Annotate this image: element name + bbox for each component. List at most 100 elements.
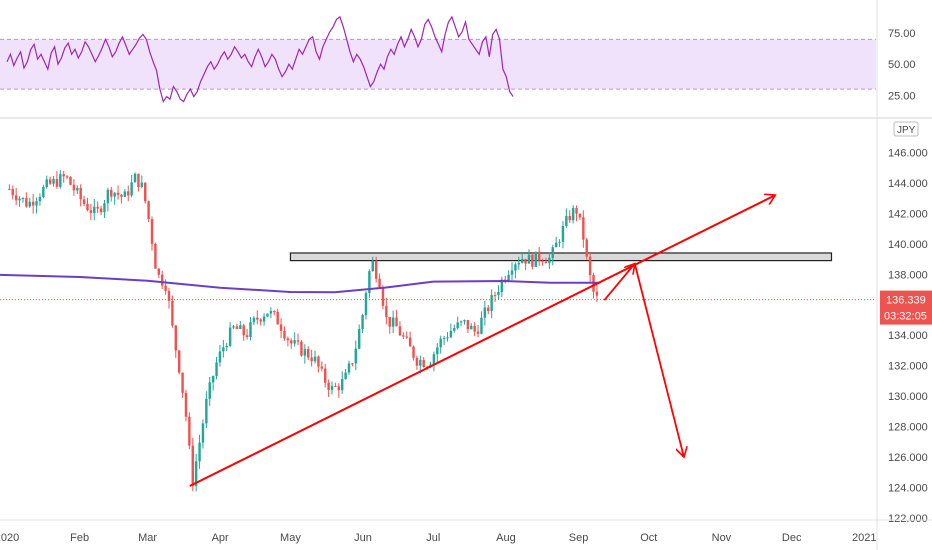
- candle-body: [110, 189, 113, 197]
- candle-body: [269, 311, 273, 314]
- candle-body: [215, 362, 218, 377]
- candle-body: [524, 259, 527, 264]
- candle-body: [143, 182, 147, 202]
- candle-body: [408, 337, 412, 347]
- time-tick-label: 2021: [852, 532, 876, 544]
- price-tick-label: 146.000: [888, 147, 928, 159]
- candle-body: [531, 254, 534, 267]
- candle-body: [419, 360, 422, 366]
- candle-body: [446, 337, 449, 339]
- trendline-arrow: [189, 195, 776, 487]
- candle-body: [391, 317, 395, 327]
- candle-body: [520, 259, 524, 263]
- candle-body: [588, 256, 592, 276]
- candle-body: [283, 330, 286, 339]
- candle-body: [256, 317, 259, 320]
- candle-body: [351, 363, 354, 365]
- candle-body: [310, 357, 313, 362]
- candle-body: [459, 321, 463, 323]
- candle-body: [541, 260, 544, 262]
- candle-body: [160, 274, 164, 286]
- candle-body: [239, 325, 242, 329]
- candle-body: [595, 291, 599, 296]
- candle-body: [290, 340, 293, 344]
- candle-body: [565, 215, 568, 227]
- candle-body: [582, 217, 585, 240]
- candle-body: [514, 264, 517, 271]
- candle-body: [164, 285, 167, 291]
- candle-body: [517, 262, 521, 265]
- candle-body: [340, 379, 344, 391]
- time-tick-label: May: [280, 532, 301, 544]
- price-panel: [0, 170, 876, 492]
- candle-body: [181, 372, 184, 393]
- candle-body: [123, 191, 127, 197]
- candle-body: [154, 243, 157, 269]
- candle-body: [35, 201, 38, 206]
- candle-body: [442, 337, 446, 339]
- candle-body: [242, 325, 245, 336]
- candle-body: [55, 178, 59, 187]
- candle-body: [558, 241, 561, 243]
- candle-body: [527, 254, 531, 264]
- time-tick-label: Jul: [426, 532, 440, 544]
- time-tick-label: Feb: [70, 532, 89, 544]
- rsi-band: [0, 39, 876, 90]
- currency-badge: [893, 121, 919, 137]
- rsi-tick-label: 25.00: [888, 90, 916, 102]
- candle-body: [113, 192, 116, 197]
- candle-body: [208, 382, 211, 399]
- candle-body: [456, 322, 459, 329]
- candle-body: [191, 445, 194, 486]
- candle-body: [205, 398, 208, 424]
- candle-body: [374, 260, 378, 279]
- candle-body: [147, 201, 150, 220]
- candle-body: [245, 335, 249, 337]
- candle-body: [59, 174, 62, 187]
- price-tick-label: 126.000: [888, 452, 928, 464]
- candle-body: [137, 173, 140, 188]
- last-price-tag: [880, 290, 932, 325]
- candle-body: [127, 191, 130, 196]
- candle-body: [211, 376, 215, 383]
- candle-body: [449, 330, 453, 338]
- candle-body: [150, 219, 154, 244]
- candle-body: [354, 348, 358, 364]
- candle-body: [249, 322, 252, 337]
- candle-body: [52, 178, 55, 184]
- candle-body: [544, 261, 548, 264]
- candle-body: [378, 278, 381, 288]
- candle-body: [96, 206, 99, 209]
- time-tick-label: Jun: [354, 532, 372, 544]
- candle-body: [500, 279, 504, 292]
- candle-body: [218, 351, 222, 363]
- candle-body: [507, 274, 510, 281]
- candle-body: [89, 210, 93, 214]
- time-tick-label: Oct: [640, 532, 657, 544]
- candle-body: [568, 215, 571, 221]
- candle-body: [279, 324, 283, 331]
- candle-body: [130, 182, 133, 196]
- candle-body: [436, 347, 439, 355]
- candle-body: [76, 187, 79, 191]
- candle-body: [327, 382, 330, 391]
- candle-body: [225, 345, 228, 348]
- candle-body: [381, 287, 385, 306]
- candle-body: [133, 173, 137, 183]
- candle-body: [337, 386, 341, 391]
- candle-body: [473, 325, 476, 332]
- candle-body: [490, 295, 493, 311]
- candle-body: [273, 311, 276, 313]
- candle-body: [14, 195, 18, 201]
- candle-body: [470, 325, 473, 330]
- candle-body: [42, 187, 45, 197]
- candle-body: [323, 368, 327, 383]
- candle-body: [120, 194, 123, 197]
- candle-body: [398, 326, 402, 336]
- candle-body: [537, 251, 541, 261]
- time-tick-label: Mar: [138, 532, 157, 544]
- time-tick-label: Sep: [569, 532, 589, 544]
- candle-body: [347, 363, 351, 373]
- candle-body: [296, 340, 300, 342]
